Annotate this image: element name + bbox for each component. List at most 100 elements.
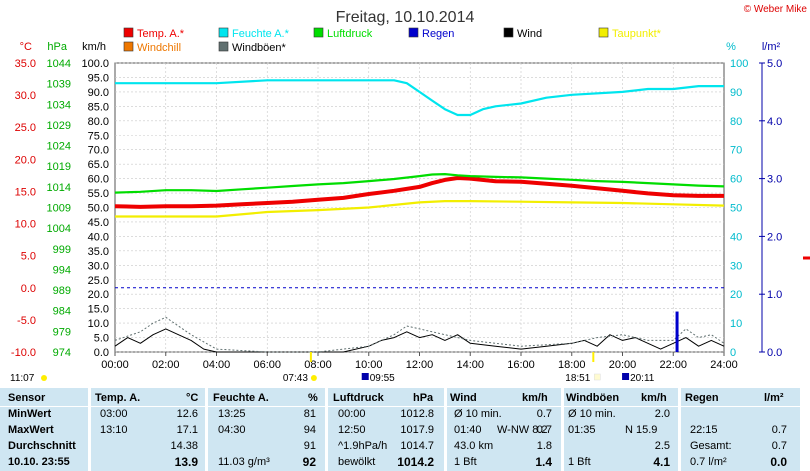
stats-header-gust-unit: km/h [641,392,667,404]
stats-header-hum: Feuchte A. [213,392,269,404]
stats-cell-temp-val: 14.38 [170,440,198,452]
stats-cell-press-val: 1014.7 [400,440,434,452]
stats-cell-temp-val: 13.9 [174,455,198,469]
temp-tick-label: 30.0 [15,90,36,102]
stats-cell-press-time: 12:50 [338,424,366,436]
wind-axis-unit: km/h [82,41,106,53]
rain-tick-label: 2.0 [767,231,782,243]
wind-tick-label: 10.0 [88,318,109,330]
stats-cell-wind-time: 1 Bft [454,456,477,468]
pressure-axis-unit: hPa [47,41,67,53]
stats-header-divider [0,406,800,407]
stats-cell-rain-val: 0.7 [771,424,787,436]
sunset-label: 18:51 [565,373,590,383]
stats-cell-press-val: 1017.9 [400,424,434,436]
pressure-tick-label: 984 [53,306,71,318]
moonset-icon [361,373,369,380]
moonrise-icon [622,373,630,380]
wind-tick-label: 55.0 [88,188,109,200]
rain-tick-label: 1.0 [767,289,782,301]
humidity-tick-label: 60 [730,174,742,186]
stats-column-divider [88,388,91,471]
stats-cell-press-time: 00:00 [338,408,366,420]
wind-tick-label: 40.0 [88,231,109,243]
stats-header-press-unit: hPa [413,392,434,404]
rain-axis-unit: l/m² [762,41,781,53]
stats-cell-temp-time: 03:00 [100,408,128,420]
legend-label-7: Windböen* [232,42,287,54]
series-wind-line [114,328,725,353]
sunset-icon [594,373,601,381]
pressure-tick-label: 1009 [47,203,71,215]
stats-cell-hum-time: 13:25 [218,408,246,420]
pressure-tick-label: 1039 [47,79,71,91]
legend-swatch-1 [218,27,229,38]
stats-cell-gust-time: 01:35 [568,424,596,436]
pressure-tick-label: 1024 [47,141,71,153]
wind-tick-label: 20.0 [88,289,109,301]
stats-table: Sensor Temp. A. °C Feuchte A. % Luftdruc… [0,388,800,471]
stats-cell-wind-time: 01:40 [454,424,482,436]
stats-header-gust: Windböen [566,392,620,404]
stats-cell-rain-time: Gesamt: [690,440,732,452]
stats-cell-label: MaxWert [8,424,54,436]
stats-cell-gust-val: 4.1 [653,455,670,469]
legend-label-1: Feuchte A.* [232,28,290,40]
stats-cell-temp-time: 13:10 [100,424,128,436]
x-tick-label: 02:00 [152,359,180,371]
temp-tick-label: -5.0 [17,315,36,327]
humidity-tick-label: 10 [730,318,742,330]
temp-tick-label: 0.0 [21,283,36,295]
x-tick-label: 24:00 [710,359,738,371]
wind-tick-label: 100.0 [81,58,109,70]
wind-tick-label: 65.0 [88,159,109,171]
x-tick-label: 04:00 [203,359,231,371]
pressure-tick-label: 1004 [47,223,71,235]
wind-tick-label: 50.0 [88,203,109,215]
stats-cell-wind-val: 1.8 [536,440,552,452]
wind-tick-label: 60.0 [88,174,109,186]
wind-tick-label: 85.0 [88,101,109,113]
stats-header-temp-unit: °C [186,392,199,404]
legend-label-2: Luftdruck [327,28,373,40]
stats-cell-temp-val: 12.6 [176,408,198,420]
temp-tick-label: 20.0 [15,154,36,166]
stats-cell-hum-val: 92 [302,455,316,469]
x-tick-label: 18:00 [558,359,586,371]
chart-title: Freitag, 10.10.2014 [336,9,475,26]
legend-swatch-4 [503,27,514,38]
x-tick-label: 16:00 [507,359,535,371]
pressure-tick-label: 1014 [47,182,71,194]
stats-cell-wind-time: 43.0 km [454,440,494,452]
stats-cell-press-val: 1012.8 [400,408,434,420]
wind-tick-label: 30.0 [88,260,109,272]
x-tick-label: 08:00 [304,359,332,371]
humidity-tick-label: 90 [730,87,742,99]
stats-grid: Sensor Temp. A. °C Feuchte A. % Luftdruc… [0,388,800,471]
legend-swatch-6 [123,41,134,52]
stats-cell-label: Durchschnitt [8,440,76,452]
humidity-tick-label: 80 [730,116,742,128]
x-tick-label: 20:00 [609,359,637,371]
stats-header-rain-unit: l/m² [764,392,784,404]
humidity-tick-label: 0 [730,347,736,359]
stats-cell-wind-dir: W-NW 8.2 [497,424,548,436]
x-tick-label: 10:00 [355,359,383,371]
wind-tick-label: 45.0 [88,217,109,229]
stats-cell-wind-time: Ø 10 min. [454,408,502,420]
stats-cell-press-time: bewölkt [338,456,376,468]
stats-cell-rain-val: 0.0 [770,455,787,469]
wind-tick-label: 5.0 [94,333,109,345]
pressure-tick-label: 979 [53,326,71,338]
legend-label-0: Temp. A.* [137,28,185,40]
humidity-axis-unit: % [726,41,736,53]
stats-column-divider [325,388,328,471]
legend-swatch-5 [598,27,609,38]
wind-tick-label: 70.0 [88,145,109,157]
humidity-tick-label: 100 [730,58,748,70]
stats-cell-gust-time: 1 Bft [568,456,591,468]
stats-header-wind-unit: km/h [522,392,548,404]
stats-cell-gust-time: Ø 10 min. [568,408,616,420]
stats-cell-label: 10.10. 23:55 [8,456,70,468]
stats-cell-gust-val: 2.0 [654,408,670,420]
